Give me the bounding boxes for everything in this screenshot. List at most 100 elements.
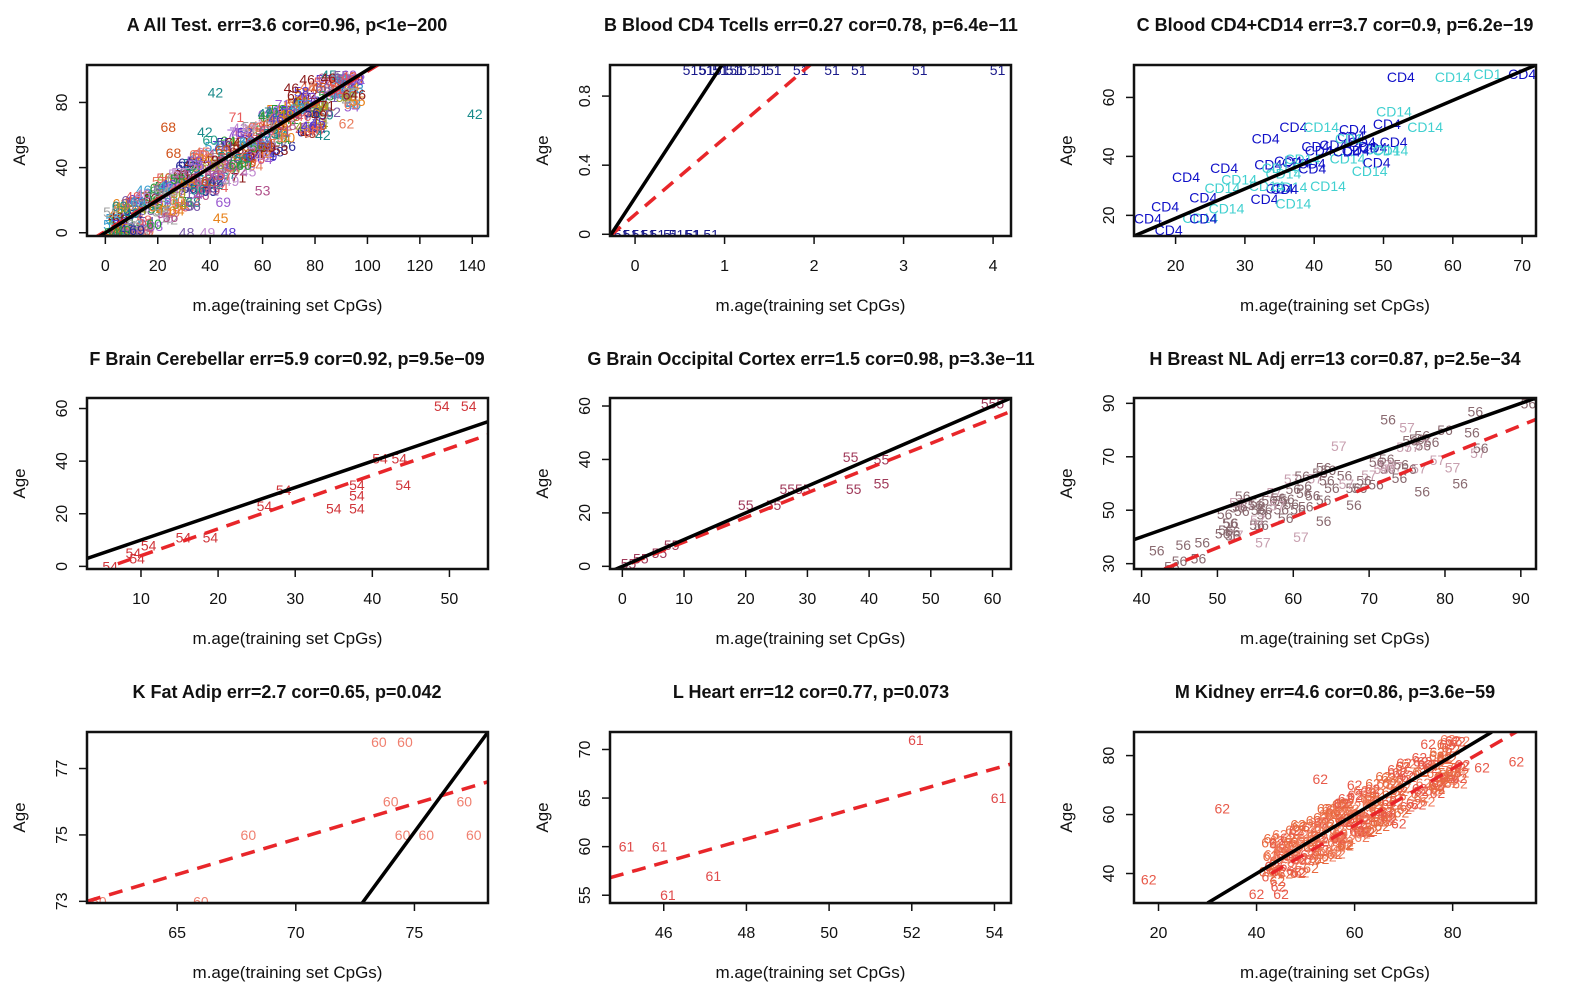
- data-point-label: 46: [241, 147, 257, 163]
- data-point-label: 62: [1397, 801, 1413, 817]
- data-point-label: 53: [171, 164, 187, 180]
- data-point-label: 56: [1305, 488, 1321, 504]
- data-point-label: CD4: [1373, 116, 1401, 132]
- panel-g: G Brain Occipital Cortex err=1.5 cor=0.9…: [533, 349, 1035, 648]
- x-axis-label: m.age(training set CpGs): [716, 963, 906, 982]
- data-point-label: 48: [249, 143, 265, 159]
- data-point-label: 58: [280, 102, 296, 118]
- data-point-label: 62: [1270, 873, 1286, 889]
- data-point-label: 42: [209, 173, 225, 189]
- data-point-label: 53: [273, 142, 289, 158]
- data-point-label: 49: [269, 129, 285, 145]
- data-point-label: 54: [258, 136, 274, 152]
- data-point-label: 48: [258, 106, 274, 122]
- data-point-label: 57: [314, 74, 330, 90]
- data-point-label: 46: [301, 118, 317, 134]
- data-point-label: 62: [1412, 749, 1428, 765]
- data-point-label: 60: [193, 893, 209, 909]
- data-point-label: 61: [619, 839, 635, 855]
- data-point-label: 71: [304, 107, 320, 123]
- x-tick-label: 3: [899, 258, 908, 275]
- data-point-label: 48: [308, 122, 324, 138]
- fit-line-solid: [610, 65, 724, 236]
- data-point-label: 54: [126, 223, 142, 239]
- data-point-label: 62: [325, 104, 341, 120]
- data-point-label: 46: [320, 70, 336, 86]
- data-point-label: 62: [1326, 807, 1342, 823]
- y-tick-label: 70: [1101, 448, 1118, 466]
- x-tick-label: 10: [132, 591, 150, 608]
- data-point-label: 62: [244, 123, 260, 139]
- data-point-label: 57: [300, 89, 316, 105]
- data-point-label: 62: [339, 116, 355, 132]
- data-point-label: 51: [699, 62, 715, 78]
- data-point-label: 54: [157, 205, 173, 221]
- data-point-label: 57: [1376, 456, 1392, 472]
- data-point-label: 45: [213, 210, 229, 226]
- data-point-label: 57: [1381, 461, 1397, 477]
- x-axis-label: m.age(training set CpGs): [716, 629, 906, 648]
- panel-title: B Blood CD4 Tcells err=0.27 cor=0.78, p=…: [604, 15, 1018, 35]
- data-point-label: 68: [189, 147, 205, 163]
- data-point-label: 62: [1330, 838, 1346, 854]
- data-point-label: 62: [1290, 865, 1306, 881]
- data-point-label: 56: [1298, 498, 1314, 514]
- data-point-label: 60: [214, 165, 230, 181]
- data-point-label: 58: [197, 172, 213, 188]
- data-point-label: CD4: [1252, 131, 1280, 147]
- data-point-label: 45: [176, 167, 192, 183]
- data-point-label: 54: [188, 186, 204, 202]
- data-point-label: 62: [1430, 779, 1446, 795]
- data-point-label: CD4: [1380, 134, 1408, 150]
- data-point-label: 62: [1339, 796, 1355, 812]
- reference-line-dashed: [1270, 732, 1520, 876]
- reference-line-dashed: [87, 780, 488, 903]
- data-point-label: 54: [172, 196, 188, 212]
- plot-area: 6455574949495646644845426445645569575771…: [94, 65, 483, 241]
- data-point-label: 62: [1380, 809, 1396, 825]
- data-point-label: 68: [134, 225, 150, 241]
- data-point-label: 60: [236, 157, 252, 173]
- data-point-label: 62: [1393, 783, 1409, 799]
- data-point-label: 71: [236, 153, 252, 169]
- data-point-label: 62: [1381, 806, 1397, 822]
- data-point-label: 56: [1356, 472, 1372, 488]
- data-point-label: 49: [200, 225, 216, 241]
- data-point-label: 71: [261, 147, 277, 163]
- data-point-label: 62: [1420, 736, 1436, 752]
- data-point-label: 57: [242, 119, 258, 135]
- data-point-label: 62: [1429, 744, 1445, 760]
- data-point-label: 62: [1453, 758, 1469, 774]
- data-point-label: 56: [1176, 537, 1192, 553]
- data-point-label: 53: [241, 154, 257, 170]
- panel-a: A All Test. err=3.6 cor=0.96, p<1e−200 m.…: [10, 15, 490, 315]
- data-point-label: 62: [1441, 740, 1457, 756]
- data-point-label: 62: [1314, 814, 1330, 830]
- y-tick-label: 80: [54, 93, 71, 111]
- data-point-label: 57: [1339, 476, 1355, 492]
- data-point-label: 45: [234, 149, 250, 165]
- data-point-label: 62: [1214, 801, 1230, 817]
- data-point-label: 57: [1255, 534, 1271, 550]
- data-point-label: 54: [102, 558, 118, 574]
- fit-line-solid: [611, 398, 1011, 569]
- data-point-label: 58: [210, 170, 226, 186]
- data-point-label: 56: [1194, 534, 1210, 550]
- data-point-label: 69: [197, 145, 213, 161]
- data-point-label: 62: [313, 110, 329, 126]
- data-point-label: 62: [208, 176, 224, 192]
- data-point-label: 60: [202, 132, 218, 148]
- data-point-label: 45: [247, 119, 263, 135]
- data-point-label: 62: [1392, 765, 1408, 781]
- data-point-label: 62: [179, 164, 195, 180]
- y-axis-label: Age: [1057, 135, 1076, 165]
- data-point-label: CD4: [1282, 155, 1310, 171]
- x-tick-label: 50: [820, 925, 838, 942]
- plot-frame: [85, 396, 490, 571]
- data-point-label: 51: [753, 62, 769, 78]
- data-point-label: 71: [320, 97, 336, 113]
- data-point-label: 62: [1474, 759, 1490, 775]
- data-point-label: 69: [284, 96, 300, 112]
- data-point-label: 62: [1437, 749, 1453, 765]
- data-point-label: 62: [1273, 886, 1289, 902]
